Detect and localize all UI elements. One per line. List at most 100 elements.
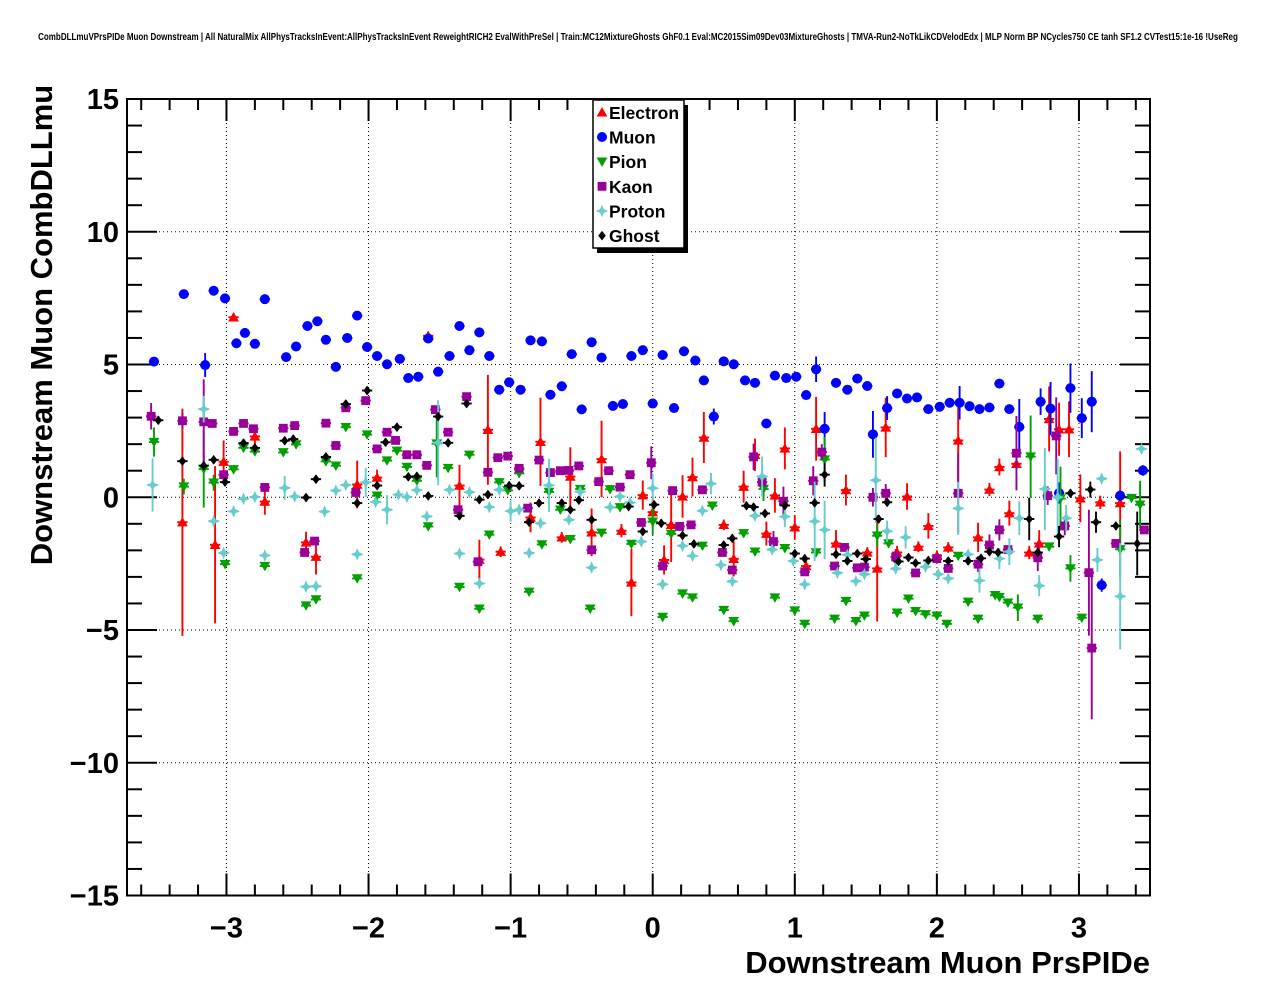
data-point-kaon	[1084, 568, 1094, 578]
data-point-muon	[769, 370, 780, 381]
data-point-ghost	[985, 546, 994, 557]
data-point-muon	[690, 355, 701, 366]
data-point-muon	[403, 373, 414, 384]
grid-lines	[127, 99, 1150, 896]
data-point-kaon	[800, 567, 810, 577]
data-point-muon	[607, 400, 618, 411]
data-point-kaon	[1033, 553, 1043, 563]
data-point-kaon	[278, 423, 288, 433]
data-point-kaon	[239, 419, 248, 428]
data-point-electron	[830, 538, 842, 548]
data-point-proton	[585, 561, 598, 574]
data-point-kaon	[462, 392, 471, 402]
data-point-muon	[708, 411, 719, 422]
data-point-ghost	[874, 514, 883, 524]
data-point-electron	[984, 484, 995, 494]
series-proton	[146, 395, 1148, 650]
data-point-kaon	[769, 537, 778, 546]
data-point-pion	[665, 529, 677, 540]
data-point-pion	[952, 551, 964, 562]
data-point-muon	[902, 393, 913, 404]
data-point-kaon	[260, 483, 270, 492]
data-point-kaon	[658, 561, 668, 571]
data-point-pion	[330, 461, 342, 471]
data-point-ghost	[832, 549, 840, 560]
data-point-proton	[1013, 511, 1026, 525]
data-point-kaon	[249, 424, 258, 434]
data-point-muon	[382, 359, 393, 370]
data-point-ghost	[199, 460, 208, 471]
data-point-proton	[542, 479, 556, 492]
data-point-proton	[613, 490, 627, 503]
data-point-muon	[320, 334, 331, 345]
data-point-kaon	[483, 467, 493, 477]
y-tick-label: −15	[70, 881, 119, 913]
data-point-proton	[635, 535, 648, 548]
data-point-pion	[657, 612, 669, 623]
data-point-proton	[1032, 579, 1046, 592]
data-point-pion	[1134, 500, 1146, 510]
data-point-pion	[883, 539, 894, 549]
data-point-kaon	[1111, 539, 1121, 548]
data-point-pion	[219, 559, 231, 570]
data-point-kaon	[698, 485, 707, 495]
data-point-proton	[841, 548, 854, 562]
plot-area	[146, 285, 1150, 720]
legend-box	[592, 99, 685, 249]
data-point-pion	[310, 595, 322, 605]
x-tick-label: 1	[787, 913, 803, 945]
legend-label-kaon: Kaon	[609, 177, 653, 197]
data-point-electron	[861, 547, 873, 557]
data-point-muon	[494, 384, 505, 395]
data-point-kaon	[391, 436, 400, 445]
legend-marker-pion	[596, 157, 608, 167]
data-point-pion	[1032, 614, 1044, 625]
data-point-kaon	[503, 451, 513, 461]
data-point-ghost	[853, 548, 862, 559]
data-point-proton	[359, 476, 372, 489]
data-point-pion	[738, 529, 750, 539]
data-point-pion	[536, 540, 548, 550]
data-point-muon	[852, 373, 863, 384]
x-axis-title: Downstream Muon PrsPIDe	[745, 945, 1150, 980]
data-point-muon	[761, 418, 772, 429]
data-point-ghost	[894, 556, 903, 567]
data-point-proton	[248, 490, 262, 504]
data-point-electron	[913, 541, 924, 551]
data-point-muon	[525, 335, 536, 346]
data-point-muon	[342, 332, 353, 343]
data-point-muon	[974, 404, 985, 415]
data-point-ghost	[883, 497, 891, 508]
data-point-kaon	[717, 548, 727, 557]
data-point-pion	[647, 517, 659, 527]
data-point-ghost	[1025, 514, 1034, 524]
data-point-pion	[1025, 452, 1037, 462]
data-point-electron	[1033, 538, 1045, 548]
data-point-muon	[882, 403, 893, 414]
legend-marker-electron	[596, 107, 608, 117]
data-point-pion	[604, 485, 616, 495]
data-point-muon	[312, 316, 323, 327]
data-point-kaon	[361, 396, 371, 406]
data-point-ghost	[455, 511, 464, 521]
data-point-muon	[626, 351, 637, 362]
data-point-proton	[380, 503, 394, 516]
data-point-muon	[964, 401, 975, 412]
x-tick-label: 3	[1071, 913, 1087, 945]
data-point-kaon	[564, 466, 574, 475]
legend-item-muon: Muon	[597, 128, 656, 148]
data-point-muon	[220, 293, 231, 304]
data-point-muon	[330, 361, 341, 372]
data-point-ghost	[650, 499, 658, 510]
data-point-electron	[901, 491, 913, 501]
data-point-ghost	[820, 469, 829, 480]
data-point-muon	[413, 371, 424, 382]
data-point-ghost	[280, 435, 289, 446]
data-point-pion	[758, 484, 769, 495]
data-point-electron	[310, 551, 322, 561]
data-point-pion	[361, 430, 373, 440]
data-point-kaon	[178, 416, 187, 426]
data-point-kaon	[546, 468, 555, 477]
data-point-pion	[829, 614, 840, 625]
